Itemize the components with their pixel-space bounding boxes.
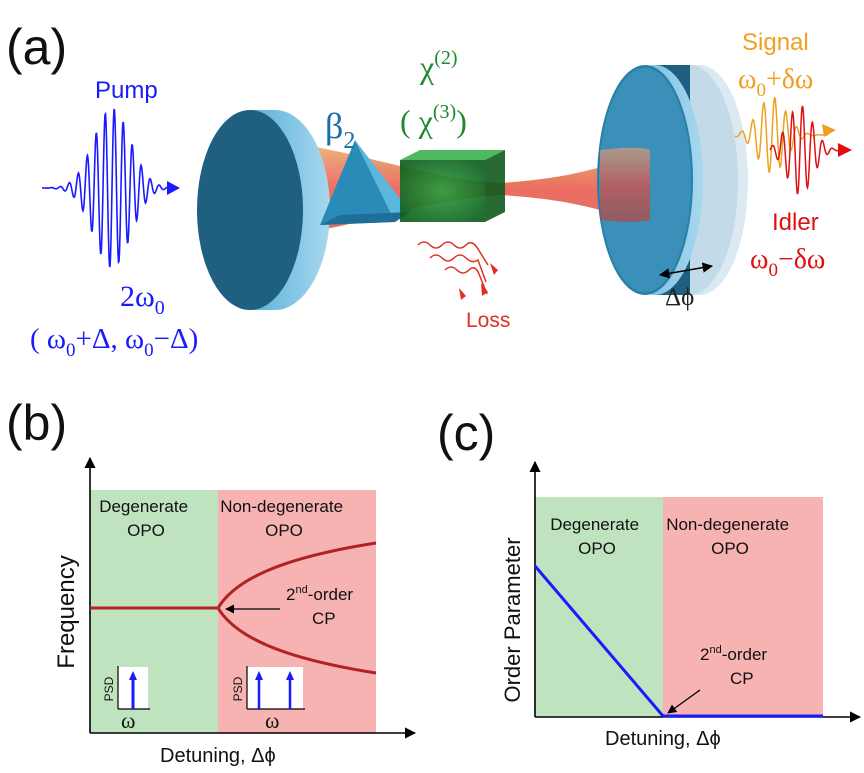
idler-pulse bbox=[769, 105, 846, 195]
svg-text:ω: ω bbox=[121, 708, 135, 733]
order-parameter-line bbox=[533, 565, 665, 717]
idler-title: Idler bbox=[772, 209, 819, 236]
svg-text:PSD: PSD bbox=[102, 676, 116, 701]
loss-arrows bbox=[417, 241, 489, 295]
phase-shift-arrow bbox=[658, 262, 714, 279]
signal-pulse bbox=[734, 96, 828, 174]
critical-point-arrow-c bbox=[667, 689, 701, 714]
region-degenerate-label-c: Degenerate OPO bbox=[550, 515, 644, 558]
critical-point-label-c: 2nd-order CP bbox=[700, 644, 772, 688]
pump-title: Pump bbox=[95, 77, 158, 104]
dispersion-label: β2 bbox=[325, 106, 355, 154]
signal-frequency: ω0+δω bbox=[738, 64, 813, 101]
region-non-degenerate-label-c: Non-degenerate OPO bbox=[666, 515, 794, 558]
psd-inset-degenerate: PSD ω bbox=[102, 666, 150, 733]
nonlinear-chi2: χ(2) bbox=[419, 47, 458, 85]
panel-c-label: (c) bbox=[437, 405, 495, 461]
signal-title: Signal bbox=[742, 29, 809, 56]
psd-inset-non-degenerate: PSD ω bbox=[231, 666, 305, 733]
x-axis-label-c: Detuning, Δϕ bbox=[605, 728, 721, 750]
loss-arrow-head-1 bbox=[490, 263, 498, 275]
idler-arrow-head bbox=[838, 143, 852, 157]
region-degenerate-label: Degenerate OPO bbox=[99, 497, 193, 540]
output-mirror bbox=[597, 65, 748, 295]
pump-pulse bbox=[42, 108, 172, 268]
dispersion-prism bbox=[320, 140, 410, 225]
nonlinear-crystal bbox=[400, 150, 505, 222]
pump-frequency: 2ω0 bbox=[120, 280, 165, 319]
idler-frequency: ω0−δω bbox=[750, 244, 825, 281]
loss-arrow-head-3 bbox=[459, 288, 466, 300]
nonlinear-chi3: ( χ(3)) bbox=[400, 101, 467, 139]
y-axis-label-c: Order Parameter bbox=[500, 537, 525, 702]
input-mirror bbox=[197, 110, 330, 310]
panel-b: (b) Frequency Detuning, Δϕ Degenerate OP… bbox=[6, 395, 417, 767]
region-non-degenerate-label: Non-degenerate OPO bbox=[220, 497, 348, 540]
pump-frequency-pair: ( ω0+Δ, ω0−Δ) bbox=[30, 323, 198, 361]
region-degenerate-c bbox=[535, 497, 663, 717]
svg-text:PSD: PSD bbox=[231, 676, 245, 701]
loss-label: Loss bbox=[466, 309, 510, 332]
y-axis-label: Frequency bbox=[53, 555, 80, 668]
panel-a: (a) Pump 2ω0 ( ω0+Δ, ω0−Δ) β2 bbox=[6, 19, 852, 361]
panel-c: (c) Order Parameter Detuning, Δϕ Degener… bbox=[437, 405, 862, 750]
pump-arrow-head bbox=[167, 181, 180, 195]
region-degenerate bbox=[90, 490, 218, 733]
panel-b-label: (b) bbox=[6, 395, 67, 451]
signal-arrow-head bbox=[822, 124, 836, 137]
x-axis-label: Detuning, Δϕ bbox=[160, 745, 276, 767]
bifurcation-lower bbox=[216, 607, 377, 675]
critical-point-label: 2nd-order CP bbox=[286, 584, 358, 628]
svg-text:ω: ω bbox=[265, 708, 279, 733]
phase-shift-label: Δϕ bbox=[665, 284, 694, 311]
region-non-degenerate-c bbox=[663, 497, 823, 717]
bifurcation-upper bbox=[216, 541, 377, 609]
loss-arrow-head-2 bbox=[481, 283, 488, 296]
panel-a-label: (a) bbox=[6, 19, 67, 75]
